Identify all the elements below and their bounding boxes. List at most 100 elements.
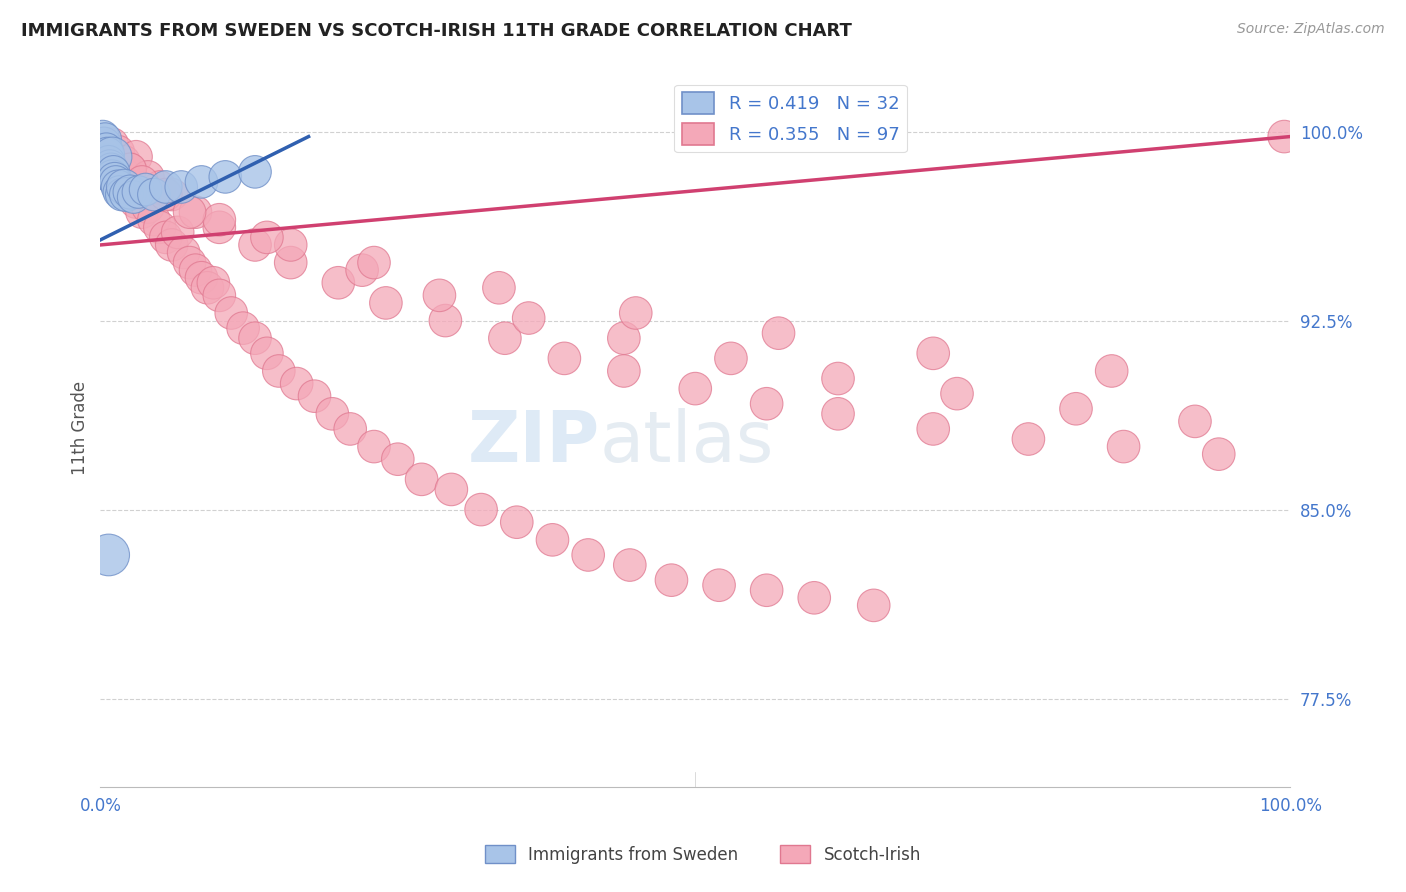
Point (112, 154, 135, 169)
Point (101, 150, 124, 164)
Point (122, 180, 145, 194)
Point (1208, 447, 1230, 461)
Point (352, 263, 374, 277)
Text: Source: ZipAtlas.com: Source: ZipAtlas.com (1237, 22, 1385, 37)
Point (112, 167, 135, 181)
Point (104, 175, 127, 189)
Text: ZIP: ZIP (468, 408, 600, 476)
Point (339, 422, 361, 436)
Point (127, 185, 149, 199)
Point (120, 162, 142, 177)
Point (827, 371, 849, 385)
Point (142, 187, 165, 202)
Point (553, 351, 575, 366)
Point (374, 296, 396, 310)
Point (120, 185, 142, 199)
Point (94, 132, 117, 146)
Point (135, 187, 157, 202)
Point (111, 187, 134, 202)
Point (170, 180, 193, 194)
Point (256, 230, 278, 244)
Point (122, 190, 145, 204)
Point (125, 195, 148, 210)
Point (363, 255, 385, 269)
Point (768, 326, 790, 341)
Point (101, 169, 124, 184)
Point (100, 162, 122, 177)
Point (166, 225, 188, 239)
Point (328, 276, 350, 290)
Point (280, 238, 302, 252)
Point (94, 150, 117, 164)
Point (136, 200, 159, 214)
Point (232, 321, 254, 335)
Point (387, 452, 409, 467)
Point (131, 205, 153, 219)
Point (96, 154, 118, 169)
Point (243, 165, 266, 179)
Point (103, 165, 125, 179)
Point (111, 180, 134, 194)
Point (922, 346, 945, 360)
Point (96, 142, 118, 156)
Point (214, 169, 236, 184)
Point (208, 288, 231, 302)
Point (470, 502, 492, 516)
Point (155, 187, 177, 202)
Point (104, 154, 127, 169)
Point (285, 376, 308, 391)
Point (149, 220, 172, 235)
Point (922, 422, 945, 436)
Point (256, 346, 278, 360)
Point (91, 129, 114, 144)
Point (101, 169, 124, 184)
Point (613, 364, 636, 378)
Point (184, 205, 207, 219)
Point (142, 212, 165, 227)
Point (107, 180, 129, 194)
Point (184, 263, 207, 277)
Point (304, 389, 326, 403)
Point (434, 313, 457, 327)
Point (208, 220, 231, 235)
Point (1184, 414, 1206, 428)
Point (135, 182, 157, 196)
Legend: Immigrants from Sweden, Scotch-Irish: Immigrants from Sweden, Scotch-Irish (478, 838, 928, 871)
Point (120, 187, 142, 202)
Point (619, 558, 641, 572)
Point (280, 255, 302, 269)
Point (243, 331, 266, 345)
Point (755, 397, 778, 411)
Point (98, 162, 121, 177)
Point (1064, 401, 1087, 416)
Point (1112, 440, 1135, 454)
Point (219, 306, 242, 320)
Text: IMMIGRANTS FROM SWEDEN VS SCOTCH-IRISH 11TH GRADE CORRELATION CHART: IMMIGRANTS FROM SWEDEN VS SCOTCH-IRISH 1… (21, 22, 852, 40)
Point (1272, 129, 1295, 144)
Point (190, 175, 212, 189)
Point (108, 185, 131, 199)
Point (115, 187, 138, 202)
Point (541, 533, 564, 547)
Point (96, 150, 118, 164)
Point (243, 238, 266, 252)
Point (160, 187, 183, 202)
Point (755, 583, 778, 598)
Point (112, 180, 135, 194)
Point (173, 245, 195, 260)
Point (494, 331, 516, 345)
Point (155, 180, 177, 194)
Point (707, 578, 730, 592)
Point (363, 440, 385, 454)
Point (1017, 432, 1039, 446)
Point (429, 288, 451, 302)
Point (179, 255, 201, 269)
Point (624, 306, 647, 320)
Point (190, 270, 212, 285)
Point (862, 599, 884, 613)
Point (1101, 364, 1123, 378)
Point (440, 483, 463, 497)
Point (683, 382, 706, 396)
Point (576, 548, 599, 562)
Point (267, 364, 290, 378)
